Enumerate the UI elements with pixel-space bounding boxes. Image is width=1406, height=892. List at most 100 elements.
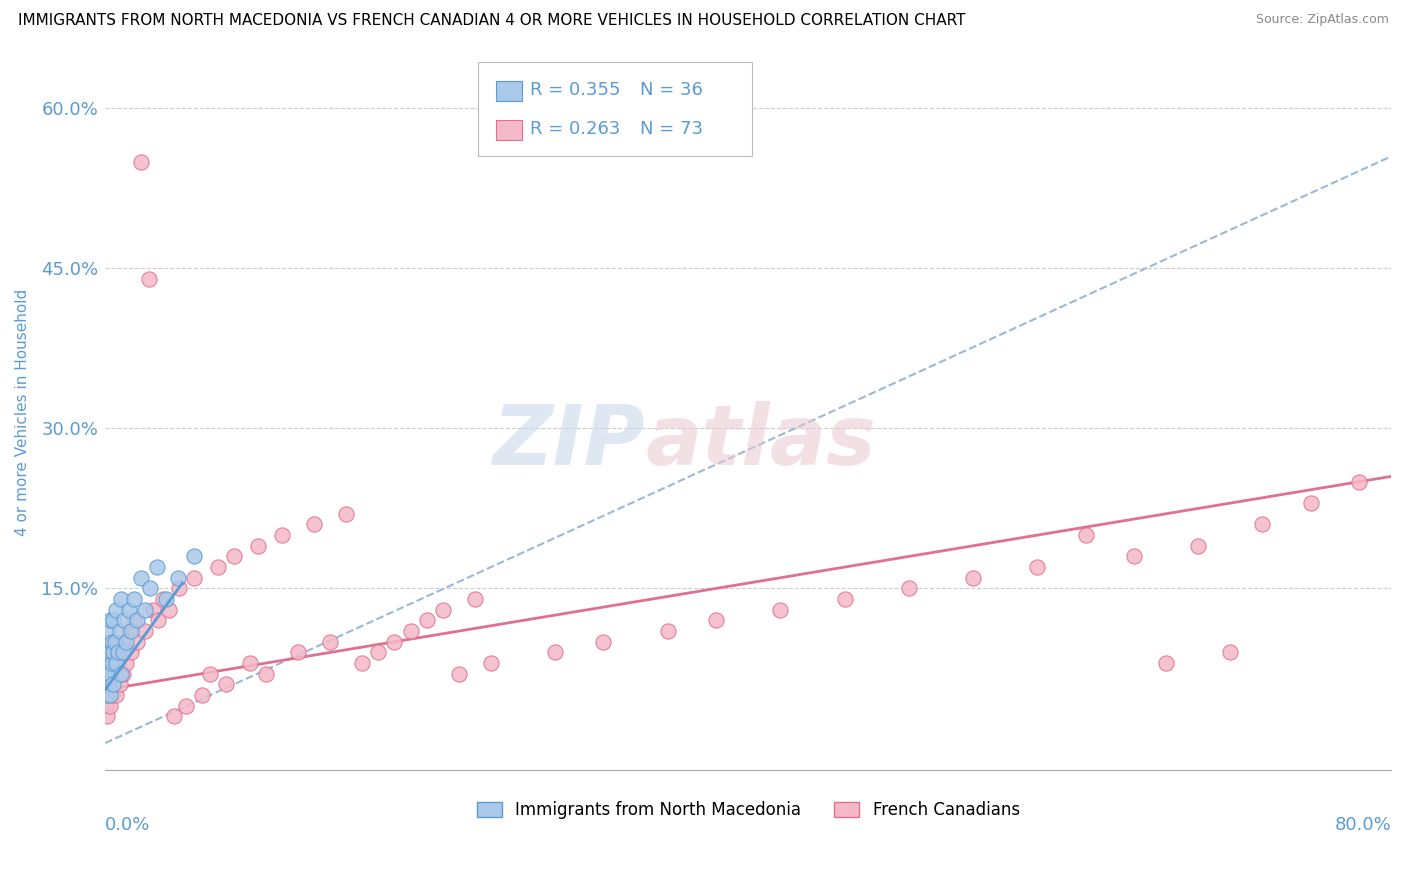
Point [127,614,149,628]
Point [432,603,454,617]
Point [834,592,856,607]
Point [769,603,792,617]
Point [142,603,165,617]
Point [1074,528,1097,542]
Point [215,677,238,691]
Text: R = 0.263: R = 0.263 [530,120,620,138]
Point [111,645,134,659]
Point [145,560,167,574]
Text: atlas: atlas [645,401,876,482]
Point [110,592,132,607]
Text: N = 73: N = 73 [640,120,703,138]
Point [118,624,141,639]
Point [222,549,245,564]
Point [657,624,679,639]
Point [962,571,984,585]
Text: 0.0%: 0.0% [105,816,150,834]
Point [105,688,128,702]
Text: ZIP: ZIP [492,401,645,482]
Point [97,656,120,670]
Point [98,645,121,659]
Point [115,634,138,648]
Point [115,656,138,670]
Point [174,698,197,713]
Point [138,272,160,286]
Point [367,645,389,659]
Point [129,571,152,585]
Point [1219,645,1241,659]
Legend: Immigrants from North Macedonia, French Canadians: Immigrants from North Macedonia, French … [470,795,1026,826]
Point [103,645,125,659]
Point [96,645,118,659]
Point [94,688,117,702]
Point [103,677,125,691]
Point [103,677,125,691]
Y-axis label: 4 or more Vehicles in Household: 4 or more Vehicles in Household [15,289,30,536]
Point [479,656,502,670]
Point [287,645,309,659]
Point [97,688,120,702]
Point [108,677,131,691]
Text: 80.0%: 80.0% [1334,816,1391,834]
Point [254,666,277,681]
Point [335,507,357,521]
Point [127,634,149,648]
Point [114,634,136,648]
Point [139,582,162,596]
Point [120,624,142,639]
Point [704,614,727,628]
Point [122,592,145,607]
Point [159,603,181,617]
Point [118,603,141,617]
Point [96,666,118,681]
Point [152,592,174,607]
Point [319,634,342,648]
Point [97,677,120,691]
Point [447,666,470,681]
Point [464,592,486,607]
Point [1187,539,1209,553]
Point [120,645,142,659]
Point [592,634,614,648]
Point [163,709,186,723]
Point [100,656,122,670]
Point [271,528,294,542]
Point [110,666,132,681]
Point [98,614,121,628]
Text: R = 0.355: R = 0.355 [530,81,620,99]
Point [190,688,212,702]
Point [1026,560,1049,574]
Point [183,549,205,564]
Point [98,698,121,713]
Point [134,603,156,617]
Point [897,582,920,596]
Point [239,656,262,670]
Point [384,634,406,648]
Point [1299,496,1322,510]
Point [108,624,131,639]
Point [96,677,118,691]
Point [246,539,269,553]
Point [104,634,127,648]
Point [207,560,229,574]
Point [100,634,122,648]
Point [97,666,120,681]
Point [97,624,120,639]
Point [167,582,190,596]
Point [399,624,422,639]
Point [98,666,121,681]
Point [94,698,117,713]
Point [96,709,118,723]
Point [148,614,170,628]
Point [98,688,121,702]
Point [544,645,567,659]
Point [107,656,129,670]
Point [98,656,121,670]
Point [122,614,145,628]
Point [302,517,325,532]
Point [1251,517,1274,532]
Point [352,656,374,670]
Point [103,634,125,648]
Point [105,603,128,617]
Point [100,645,122,659]
